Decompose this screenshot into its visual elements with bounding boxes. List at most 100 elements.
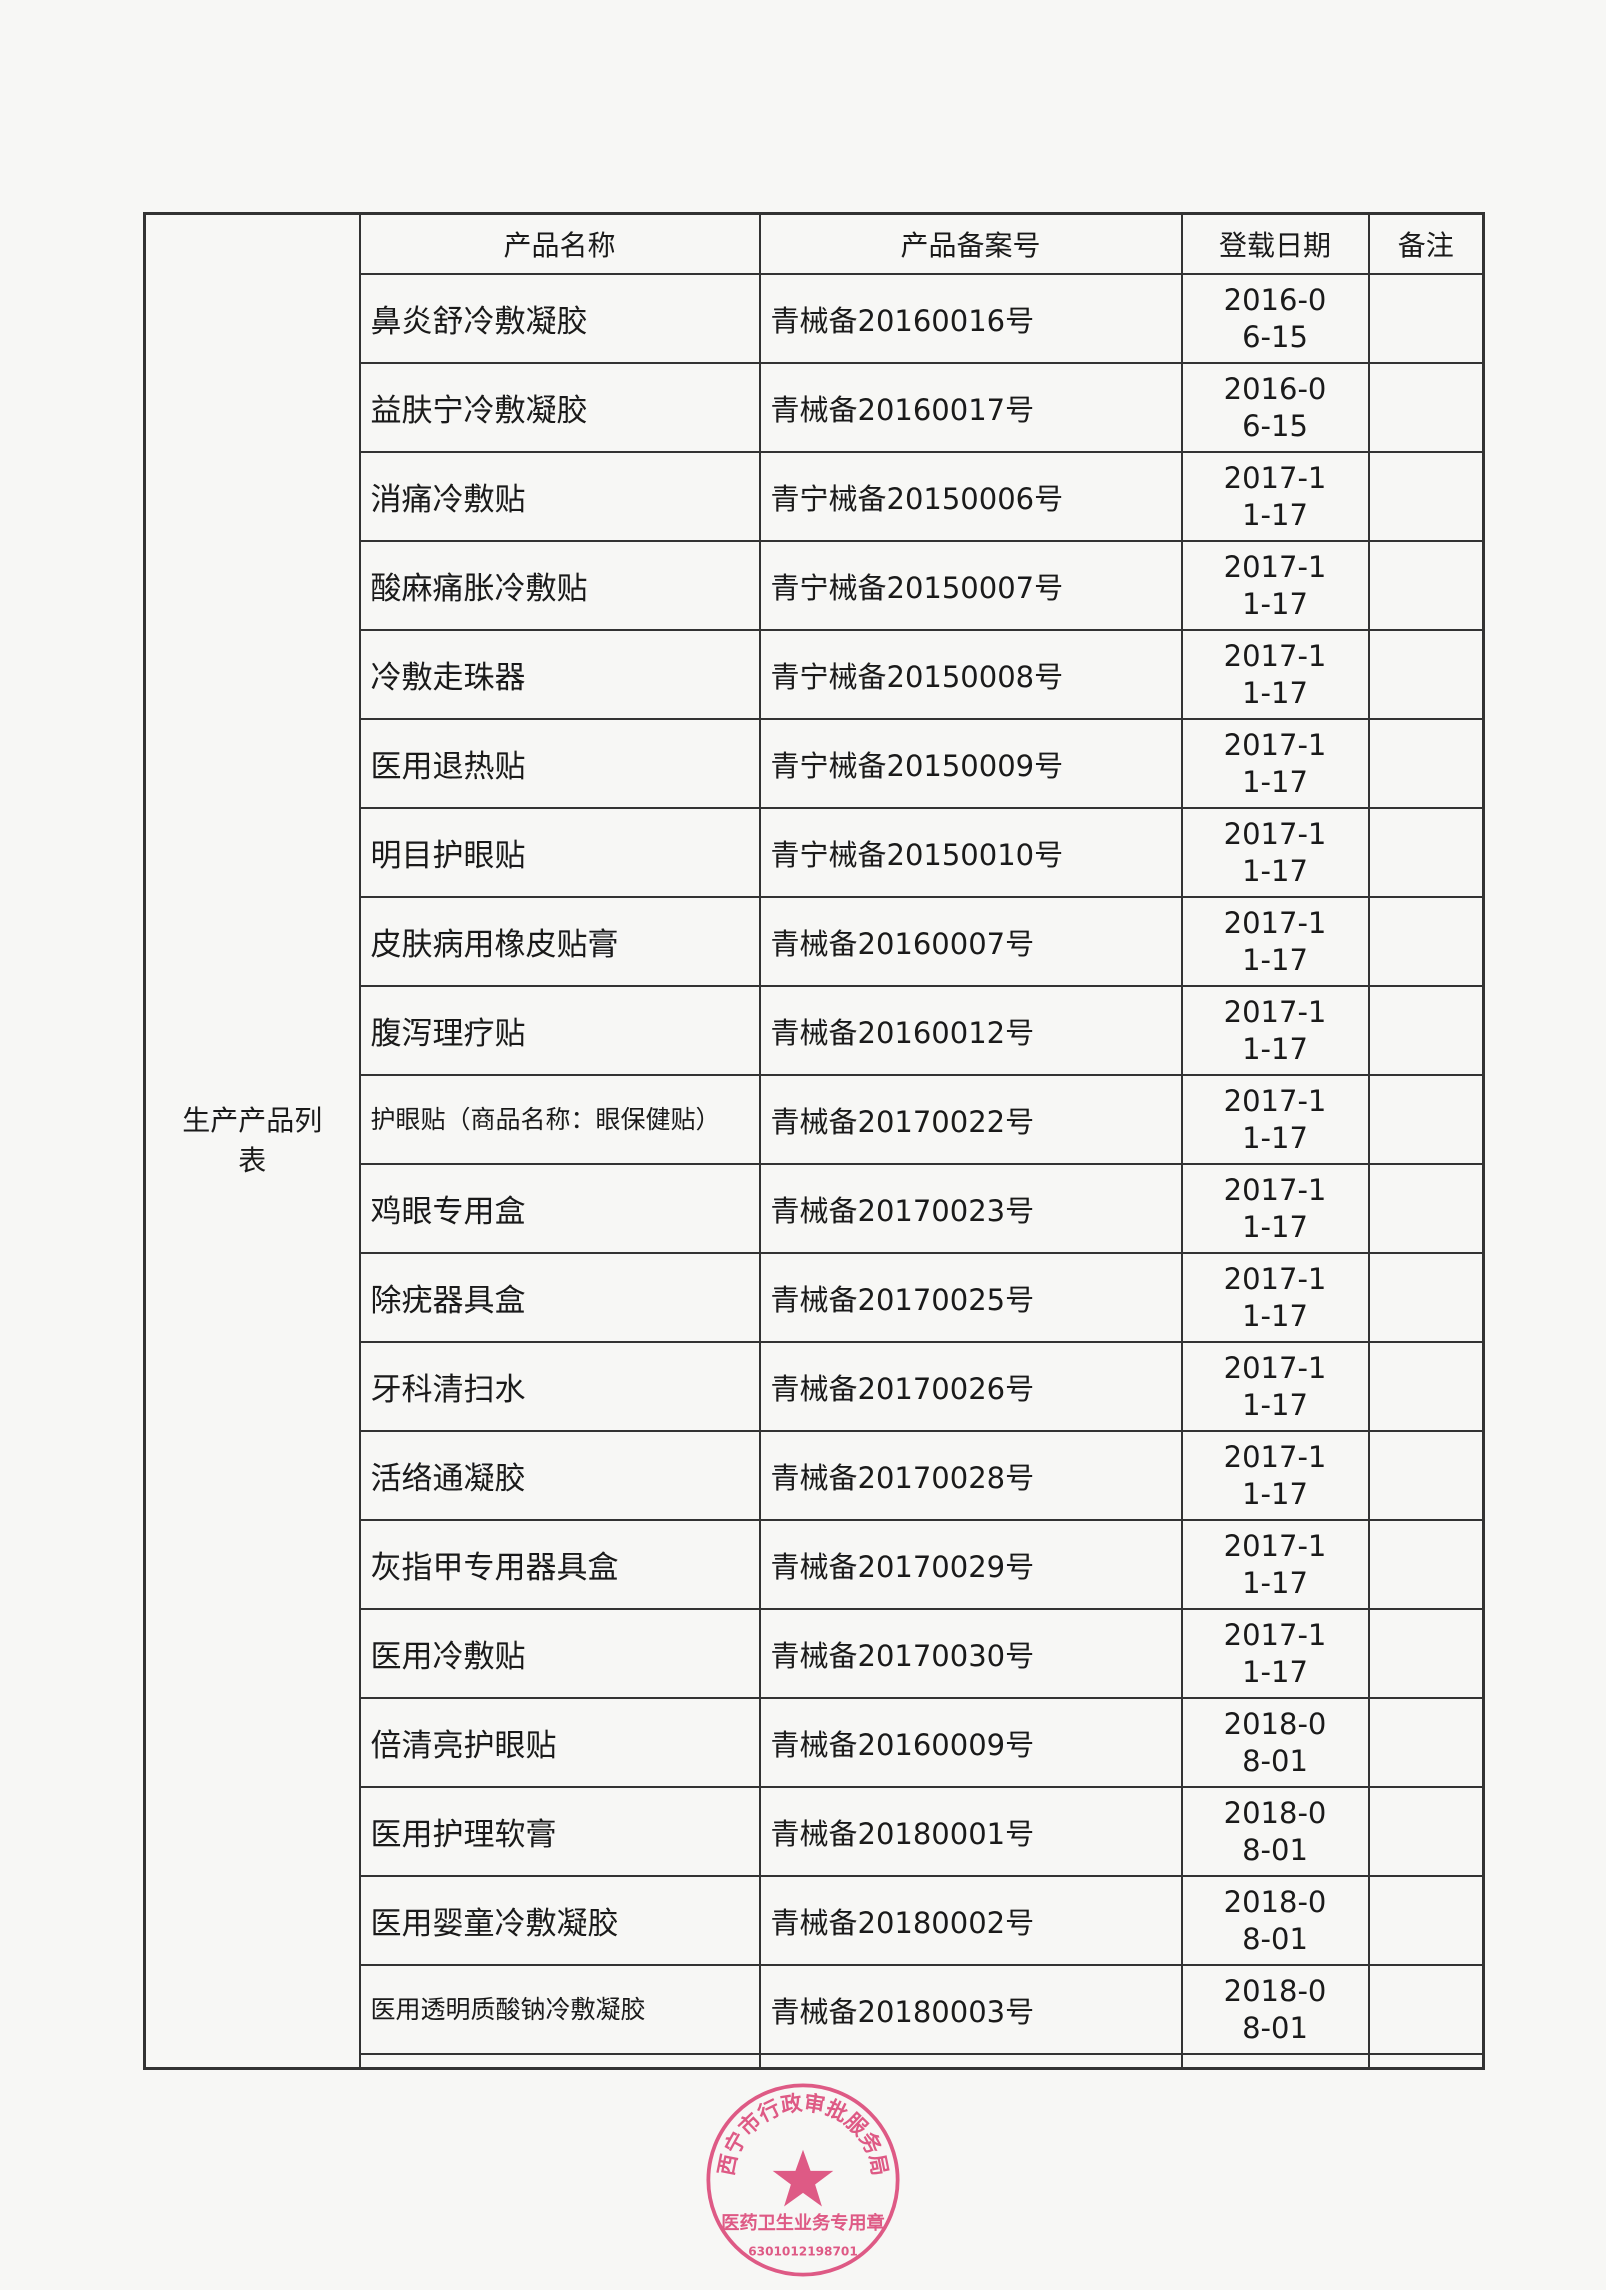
date-text: 2017-11-17 [1223, 1528, 1327, 1600]
record-number: 青械备20170023号 [758, 1163, 1183, 1254]
record-number: 青宁械备20150006号 [758, 451, 1183, 542]
empty-cell [1367, 2053, 1485, 2070]
registration-date: 2017-11-17 [1180, 1341, 1370, 1432]
date-text: 2018-08-01 [1223, 1884, 1327, 1956]
record-number: 青宁械备20150008号 [758, 629, 1183, 720]
table-row: 医用冷敷贴 青械备20170030号 2017-11-17 [145, 1608, 1485, 1699]
record-number: 青械备20170025号 [758, 1252, 1183, 1343]
product-name: 冷敷走珠器 [358, 629, 761, 720]
registration-date: 2017-11-17 [1180, 1074, 1370, 1165]
table-row: 医用退热贴 青宁械备20150009号 2017-11-17 [145, 718, 1485, 809]
note-cell [1367, 451, 1485, 542]
table-row: 医用护理软膏 青械备20180001号 2018-08-01 [145, 1786, 1485, 1877]
note-cell [1367, 629, 1485, 720]
header-product-name: 产品名称 [358, 212, 761, 275]
table-row: 腹泻理疗贴 青械备20160012号 2017-11-17 [145, 985, 1485, 1076]
registration-date: 2017-11-17 [1180, 807, 1370, 898]
registration-date: 2018-08-01 [1180, 1875, 1370, 1966]
product-name: 除疣器具盒 [358, 1252, 761, 1343]
note-cell [1367, 273, 1485, 364]
product-name: 皮肤病用橡皮贴膏 [358, 896, 761, 987]
table-row: 酸麻痛胀冷敷贴 青宁械备20150007号 2017-11-17 [145, 540, 1485, 631]
section-label-text: 生产产品列表 [182, 1104, 323, 1177]
table-header-row: 生产产品列表 产品名称 产品备案号 登载日期 备注 [143, 212, 1485, 2070]
registration-date: 2017-11-17 [1180, 540, 1370, 631]
section-label: 生产产品列表 [143, 212, 361, 2070]
seal-number: 6301012198701 [748, 2245, 858, 2259]
seal-ring [706, 2083, 900, 2277]
record-number: 青宁械备20150009号 [758, 718, 1183, 809]
seal-star-icon [772, 2149, 834, 2207]
note-cell [1367, 1252, 1485, 1343]
date-text: 2017-11-17 [1223, 1617, 1327, 1689]
registration-date: 2017-11-17 [1180, 629, 1370, 720]
registration-date: 2018-08-01 [1180, 1697, 1370, 1788]
date-text: 2018-08-01 [1223, 1795, 1327, 1867]
seal-bottom-text: 医药卫生业务专用章 [721, 2212, 884, 2234]
registration-date: 2017-11-17 [1180, 1430, 1370, 1521]
product-name: 鸡眼专用盒 [358, 1163, 761, 1254]
registration-date: 2018-08-01 [1180, 1786, 1370, 1877]
date-text: 2018-08-01 [1223, 1973, 1327, 2045]
product-name: 医用护理软膏 [358, 1786, 761, 1877]
table-row: 医用婴童冷敷凝胶 青械备20180002号 2018-08-01 [145, 1875, 1485, 1966]
record-number: 青宁械备20150007号 [758, 540, 1183, 631]
product-name: 鼻炎舒冷敷凝胶 [358, 273, 761, 364]
table-row: 明目护眼贴 青宁械备20150010号 2017-11-17 [145, 807, 1485, 898]
note-cell [1367, 362, 1485, 453]
registration-date: 2017-11-17 [1180, 1163, 1370, 1254]
registration-date: 2017-11-17 [1180, 718, 1370, 809]
note-cell [1367, 1341, 1485, 1432]
note-cell [1367, 985, 1485, 1076]
table-row: 益肤宁冷敷凝胶 青械备20160017号 2016-06-15 [145, 362, 1485, 453]
registration-date: 2017-11-17 [1180, 985, 1370, 1076]
product-name: 牙科清扫水 [358, 1341, 761, 1432]
record-number: 青械备20160017号 [758, 362, 1183, 453]
official-seal: 西宁市行政审批服务局 医药卫生业务专用章 6301012198701 [706, 2083, 900, 2277]
table-row: 鸡眼专用盒 青械备20170023号 2017-11-17 [145, 1163, 1485, 1254]
header-note: 备注 [1367, 212, 1485, 275]
product-name: 明目护眼贴 [358, 807, 761, 898]
date-text: 2017-11-17 [1223, 1261, 1327, 1333]
registration-date: 2017-11-17 [1180, 1519, 1370, 1610]
note-cell [1367, 540, 1485, 631]
product-name: 医用婴童冷敷凝胶 [358, 1875, 761, 1966]
table-row: 牙科清扫水 青械备20170026号 2017-11-17 [145, 1341, 1485, 1432]
table-row-partial [145, 2053, 1485, 2070]
product-name: 倍清亮护眼贴 [358, 1697, 761, 1788]
record-number: 青械备20170030号 [758, 1608, 1183, 1699]
product-name: 益肤宁冷敷凝胶 [358, 362, 761, 453]
registration-date: 2017-11-17 [1180, 1608, 1370, 1699]
date-text: 2016-06-15 [1223, 371, 1327, 443]
note-cell [1367, 718, 1485, 809]
note-cell [1367, 1608, 1485, 1699]
record-number: 青械备20160016号 [758, 273, 1183, 364]
product-name: 活络通凝胶 [358, 1430, 761, 1521]
record-number: 青械备20180003号 [758, 1964, 1183, 2055]
product-name: 护眼贴（商品名称：眼保健贴） [358, 1074, 761, 1165]
table-row: 皮肤病用橡皮贴膏 青械备20160007号 2017-11-17 [145, 896, 1485, 987]
registration-date: 2018-08-01 [1180, 1964, 1370, 2055]
product-list-table: 生产产品列表 产品名称 产品备案号 登载日期 备注 鼻炎舒冷敷凝胶 青械备2016… [143, 212, 1485, 2070]
date-text: 2017-11-17 [1223, 549, 1327, 621]
date-text: 2016-06-15 [1223, 282, 1327, 354]
table-row: 倍清亮护眼贴 青械备20160009号 2018-08-01 [145, 1697, 1485, 1788]
record-number: 青械备20170029号 [758, 1519, 1183, 1610]
note-cell [1367, 1875, 1485, 1966]
note-cell [1367, 1074, 1485, 1165]
empty-cell [358, 2053, 761, 2070]
record-number: 青械备20180002号 [758, 1875, 1183, 1966]
record-number: 青械备20160012号 [758, 985, 1183, 1076]
table-row: 消痛冷敷贴 青宁械备20150006号 2017-11-17 [145, 451, 1485, 542]
date-text: 2017-11-17 [1223, 994, 1327, 1066]
date-text: 2017-11-17 [1223, 905, 1327, 977]
record-number: 青械备20180001号 [758, 1786, 1183, 1877]
product-name: 医用退热贴 [358, 718, 761, 809]
registration-date: 2016-06-15 [1180, 273, 1370, 364]
product-name: 消痛冷敷贴 [358, 451, 761, 542]
record-number: 青械备20170028号 [758, 1430, 1183, 1521]
product-name: 灰指甲专用器具盒 [358, 1519, 761, 1610]
date-text: 2017-11-17 [1223, 638, 1327, 710]
table-row: 活络通凝胶 青械备20170028号 2017-11-17 [145, 1430, 1485, 1521]
record-number: 青械备20170026号 [758, 1341, 1183, 1432]
